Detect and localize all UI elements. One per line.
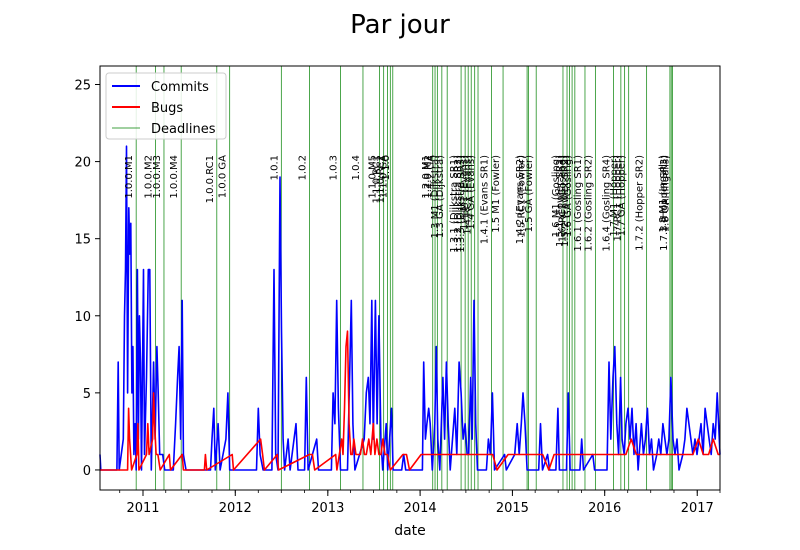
deadline-label: 1.0.3 bbox=[328, 155, 339, 180]
deadline-label: 1.0.0.M2 bbox=[144, 155, 155, 199]
legend-label: Bugs bbox=[151, 101, 183, 116]
deadline-label: 1.1.0.RC2 bbox=[375, 155, 386, 203]
x-tick-label: 2011 bbox=[126, 501, 159, 516]
deadline-label: 1.5 GA (Fowler) bbox=[524, 155, 535, 232]
x-tick-label: 2013 bbox=[311, 501, 344, 516]
deadline-label: 1.0.2 bbox=[297, 155, 308, 180]
y-tick-label: 20 bbox=[74, 156, 91, 171]
y-tick-label: 5 bbox=[83, 387, 91, 402]
deadline-label: 1.6 GA (Gosling) bbox=[563, 155, 574, 237]
deadline-label: 1.6.1 (Gosling SR1) bbox=[573, 155, 584, 252]
deadline-label: 1.0.0 GA bbox=[218, 155, 229, 198]
deadline-label: 1.5.2 (Fowler SR2) bbox=[560, 155, 571, 247]
deadline-label: 1.0.4 bbox=[351, 155, 362, 180]
x-axis: 2011 2012 2013 2014 2015 2016 2017 bbox=[119, 490, 721, 516]
deadline-label: 1.2.0 M2 bbox=[423, 155, 434, 199]
legend-box bbox=[105, 72, 227, 140]
deadline-label: 1.1.0 bbox=[381, 155, 392, 180]
legend-label: Commits bbox=[151, 80, 209, 95]
deadline-label: 1.6 M1 (Gosling) bbox=[551, 155, 562, 237]
y-tick-label: 0 bbox=[83, 464, 91, 479]
deadline-label: 1.6.4 (Gosling SR4) bbox=[602, 155, 613, 252]
deadline-label: 1.2.0 M1 bbox=[421, 155, 432, 199]
deadline-label: 1.7 GA (Hopper) bbox=[617, 155, 628, 236]
deadline-label: 1.7 RC1 (Hopper) bbox=[613, 155, 624, 242]
legend-label: Deadlines bbox=[151, 122, 216, 137]
deadline-label: 1.4 RC1 (Evans) bbox=[463, 155, 474, 235]
deadline-label: 1.5 RC1 (Fowler) bbox=[516, 155, 527, 238]
x-tick-label: 2014 bbox=[404, 501, 437, 516]
deadline-label: 1.8 GA (Ingalls) bbox=[660, 155, 671, 232]
plot-frame bbox=[99, 65, 721, 491]
deadline-label: 1.3.1 (Dijkstra SR1) bbox=[449, 155, 460, 253]
x-tick-label: 2015 bbox=[496, 501, 529, 516]
legend: Commits Bugs Deadlines bbox=[105, 72, 227, 140]
y-tick-label: 10 bbox=[74, 310, 91, 325]
series-layer bbox=[99, 145, 721, 471]
deadline-label: 1.7 M1 (Hopper) bbox=[609, 155, 620, 237]
y-tick-label: 15 bbox=[74, 233, 91, 248]
deadline-label: 1.6.2 (Gosling SR2) bbox=[583, 155, 594, 252]
deadline-label: 1.6 RC1 (Gosling) bbox=[558, 155, 569, 242]
deadline-label: 1.2 GA bbox=[425, 155, 436, 189]
deadline-label: 1.4 GA (Evans) bbox=[466, 155, 477, 230]
deadline-label: 1.0.0.M4 bbox=[169, 155, 180, 199]
x-axis-label: date bbox=[394, 523, 426, 539]
series-line-bugs bbox=[100, 330, 720, 471]
deadline-label: 1.3 M1 (Dijkstra) bbox=[430, 155, 441, 239]
chart-title: Par jour bbox=[350, 10, 450, 40]
deadline-label: 1.3.3 (Dijkstra SR3) bbox=[456, 155, 467, 253]
deadline-label: 1.1.0.M5 bbox=[368, 155, 379, 199]
x-tick-label: 2012 bbox=[219, 501, 252, 516]
deadline-label: 1.0.0.M1 bbox=[124, 155, 135, 199]
deadline-label: 1.0.0.RC1 bbox=[205, 155, 216, 203]
deadline-label: 1.4.2 (Evans SR2) bbox=[515, 155, 526, 244]
deadline-label: 1.7.3 (Hopper SR3) bbox=[659, 155, 670, 251]
x-tick-label: 2016 bbox=[588, 501, 621, 516]
deadline-label: 1.1.0.RC1 bbox=[372, 155, 383, 203]
deadline-label: 1.8 M1 (Ingalls) bbox=[658, 155, 669, 233]
deadline-label: 1.4.1 (Evans SR1) bbox=[479, 155, 490, 244]
y-axis: 0 5 10 15 20 25 bbox=[74, 79, 100, 479]
deadline-label: 1.4 M1 (Evans) bbox=[459, 155, 470, 230]
deadline-label: 1.7.2 (Hopper SR2) bbox=[635, 155, 646, 251]
y-tick-label: 25 bbox=[74, 79, 91, 94]
deadline-label: 1.0.1 bbox=[269, 155, 280, 180]
deadline-label: 1.5.1 (Fowler SR1) bbox=[555, 155, 566, 247]
x-tick-label: 2017 bbox=[681, 501, 714, 516]
deadline-label: 1.3.2 (Dijkstra SR2) bbox=[453, 155, 464, 253]
deadline-label: 1.3 GA (Dijkstra) bbox=[435, 155, 446, 238]
deadline-label: 1.5 M1 (Fowler) bbox=[491, 155, 502, 233]
deadline-label: 1.0.0.M3 bbox=[152, 155, 163, 199]
deadline-label: 1.1.0 GA bbox=[378, 155, 389, 198]
deadline-labels: 1.0.0.M1 1.0.0.M21.0.0.M3 1.0.0.M4 1.0.0.RC… bbox=[124, 155, 671, 253]
